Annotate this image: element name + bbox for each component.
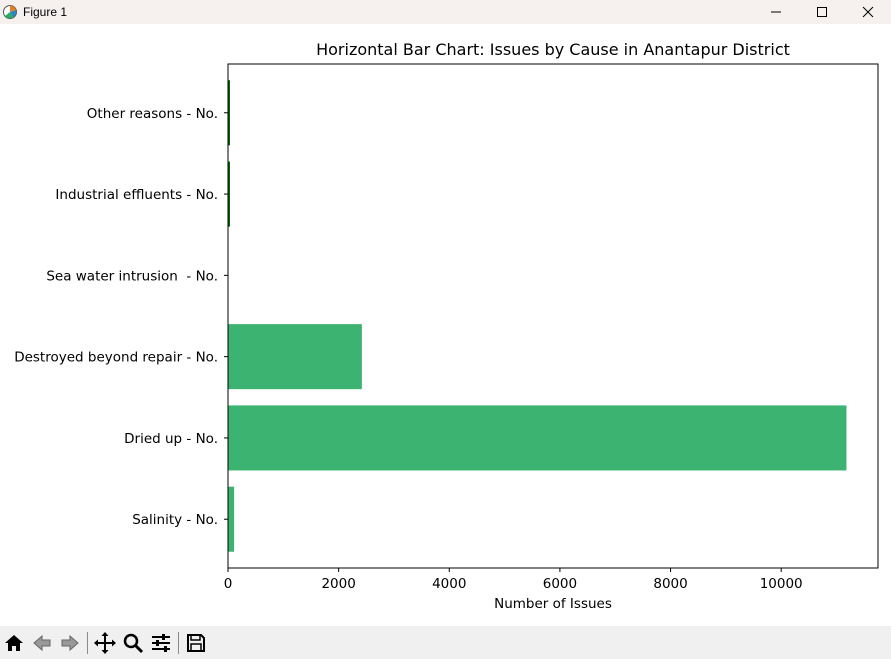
forward-button[interactable]	[56, 629, 84, 657]
bar-5	[228, 80, 230, 146]
plot-frame	[227, 63, 879, 569]
close-icon	[862, 6, 874, 18]
bar-2	[228, 324, 362, 390]
pan-button[interactable]	[91, 629, 119, 657]
bar-chart: Horizontal Bar Chart: Issues by Cause in…	[14, 40, 879, 612]
pan-icon	[94, 631, 116, 654]
zoom-button[interactable]	[119, 629, 147, 657]
minimize-button[interactable]	[753, 0, 799, 24]
window-controls	[753, 0, 891, 24]
chart-title: Horizontal Bar Chart: Issues by Cause in…	[316, 40, 790, 59]
y-tick-label: Sea water intrusion - No.	[46, 268, 218, 284]
configure-icon	[152, 633, 170, 652]
x-tick-label: 4000	[432, 576, 466, 592]
maximize-button[interactable]	[799, 0, 845, 24]
matplotlib-app-icon	[2, 4, 18, 20]
bar-0	[228, 486, 235, 552]
x-tick-label: 10000	[760, 576, 803, 592]
y-tick-label: Salinity - No.	[132, 512, 218, 528]
x-tick-label: 8000	[653, 576, 687, 592]
back-icon	[33, 634, 51, 651]
x-tick-label: 0	[224, 576, 233, 592]
window-title: Figure 1	[23, 5, 68, 19]
y-tick-label: Dried up - No.	[124, 431, 218, 447]
home-icon	[5, 634, 23, 651]
close-button[interactable]	[845, 0, 891, 24]
minimize-icon	[771, 11, 781, 13]
back-button[interactable]	[28, 629, 56, 657]
navigation-toolbar	[0, 626, 891, 659]
zoom-icon	[123, 633, 144, 653]
toolbar-separator	[87, 631, 88, 654]
x-axis-label: Number of Issues	[494, 596, 612, 612]
y-tick-label: Other reasons - No.	[87, 106, 218, 122]
bar-1	[228, 405, 847, 471]
y-tick-label: Destroyed beyond repair - No.	[14, 350, 218, 366]
save-icon	[187, 633, 205, 652]
x-tick-label: 6000	[543, 576, 577, 592]
figure-canvas: Horizontal Bar Chart: Issues by Cause in…	[0, 24, 891, 626]
configure-button[interactable]	[147, 629, 175, 657]
maximize-icon	[817, 7, 827, 17]
home-button[interactable]	[0, 629, 28, 657]
forward-icon	[61, 634, 79, 651]
bar-4	[228, 161, 230, 227]
y-tick-label: Industrial effluents - No.	[55, 187, 218, 203]
window-titlebar: Figure 1	[0, 0, 891, 24]
save-button[interactable]	[182, 629, 210, 657]
x-tick-label: 2000	[321, 576, 355, 592]
toolbar-separator	[178, 631, 179, 654]
